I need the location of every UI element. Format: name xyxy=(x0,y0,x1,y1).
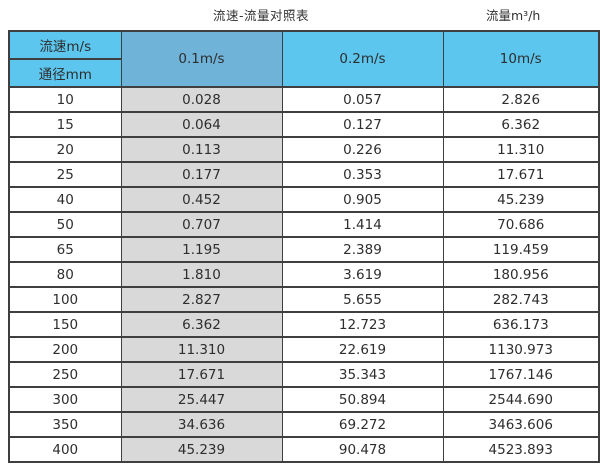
value-cell: 2.826 xyxy=(442,86,600,113)
column-header-10ms: 10m/s xyxy=(442,30,600,88)
value-cell: 1.810 xyxy=(120,261,283,288)
table-row: 80 1.810 3.619 180.956 xyxy=(8,261,600,288)
value-cell: 17.671 xyxy=(442,161,600,188)
value-cell: 35.343 xyxy=(281,361,444,388)
value-cell: 119.459 xyxy=(442,236,600,263)
table-body: 10 0.028 0.057 2.826 15 0.064 0.127 6.362 20 0.11… xyxy=(8,86,600,463)
diameter-cell: 15 xyxy=(8,111,122,138)
table-row: 300 25.447 50.894 2544.690 xyxy=(8,386,600,413)
table-row: 350 34.636 69.272 3463.606 xyxy=(8,411,600,438)
value-cell: 0.057 xyxy=(281,86,444,113)
header-row-2: 通径mm xyxy=(8,58,599,88)
table-row: 20 0.113 0.226 11.310 xyxy=(8,136,600,163)
diameter-cell: 80 xyxy=(8,261,122,288)
value-cell: 45.239 xyxy=(442,186,600,213)
diameter-cell: 65 xyxy=(8,236,122,263)
table-row: 400 45.239 90.478 4523.893 xyxy=(8,436,600,463)
value-cell: 0.226 xyxy=(281,136,444,163)
diameter-cell: 10 xyxy=(8,86,122,113)
value-cell: 34.636 xyxy=(120,411,283,438)
value-cell: 45.239 xyxy=(120,436,283,463)
table-row: 65 1.195 2.389 119.459 xyxy=(8,236,600,263)
value-cell: 69.272 xyxy=(281,411,444,438)
value-cell: 1.414 xyxy=(281,211,444,238)
value-cell: 25.447 xyxy=(120,386,283,413)
flow-velocity-table: 流速m/s 0.1m/s 0.2m/s 10m/s 通径mm 10 0.028 0.… xyxy=(8,30,600,463)
table-row: 150 6.362 12.723 636.173 xyxy=(8,311,600,338)
value-cell: 1.195 xyxy=(120,236,283,263)
value-cell: 0.113 xyxy=(120,136,283,163)
value-cell: 0.353 xyxy=(281,161,444,188)
header-row-1: 流速m/s 0.1m/s 0.2m/s 10m/s xyxy=(8,30,600,88)
diameter-cell: 350 xyxy=(8,411,122,438)
value-cell: 636.173 xyxy=(442,311,600,338)
page-title: 流速-流量对照表 xyxy=(213,8,310,23)
value-cell: 0.177 xyxy=(120,161,283,188)
value-cell: 282.743 xyxy=(442,286,600,313)
value-cell: 1767.146 xyxy=(442,361,600,388)
value-cell: 4523.893 xyxy=(442,436,600,463)
value-cell: 5.655 xyxy=(281,286,444,313)
diameter-cell: 300 xyxy=(8,386,122,413)
value-cell: 2.389 xyxy=(281,236,444,263)
diameter-cell: 150 xyxy=(8,311,122,338)
diameter-cell: 20 xyxy=(8,136,122,163)
diameter-cell: 200 xyxy=(8,336,122,363)
table-row: 50 0.707 1.414 70.686 xyxy=(8,211,600,238)
value-cell: 0.028 xyxy=(120,86,283,113)
unit-label: 流量m³/h xyxy=(486,8,541,23)
value-cell: 0.452 xyxy=(120,186,283,213)
diameter-cell: 400 xyxy=(8,436,122,463)
diameter-cell: 50 xyxy=(8,211,122,238)
value-cell: 50.894 xyxy=(281,386,444,413)
value-cell: 2544.690 xyxy=(442,386,600,413)
value-cell: 180.956 xyxy=(442,261,600,288)
value-cell: 0.905 xyxy=(281,186,444,213)
table-row: 100 2.827 5.655 282.743 xyxy=(8,286,600,313)
value-cell: 0.064 xyxy=(120,111,283,138)
value-cell: 6.362 xyxy=(442,111,600,138)
value-cell: 3463.606 xyxy=(442,411,600,438)
titlebar: 流速-流量对照表 流量m³/h xyxy=(0,0,600,30)
corner-cell-velocity: 流速m/s xyxy=(8,30,122,60)
diameter-cell: 40 xyxy=(8,186,122,213)
table-row: 25 0.177 0.353 17.671 xyxy=(8,161,600,188)
value-cell: 3.619 xyxy=(281,261,444,288)
value-cell: 11.310 xyxy=(120,336,283,363)
diameter-cell: 250 xyxy=(8,361,122,388)
value-cell: 2.827 xyxy=(120,286,283,313)
column-header-0.2ms: 0.2m/s xyxy=(281,30,444,88)
table-row: 40 0.452 0.905 45.239 xyxy=(8,186,600,213)
value-cell: 0.127 xyxy=(281,111,444,138)
value-cell: 90.478 xyxy=(281,436,444,463)
value-cell: 22.619 xyxy=(281,336,444,363)
value-cell: 1130.973 xyxy=(442,336,600,363)
value-cell: 6.362 xyxy=(120,311,283,338)
value-cell: 12.723 xyxy=(281,311,444,338)
table-row: 15 0.064 0.127 6.362 xyxy=(8,111,600,138)
diameter-cell: 25 xyxy=(8,161,122,188)
table-row: 10 0.028 0.057 2.826 xyxy=(8,86,600,113)
corner-cell-diameter: 通径mm xyxy=(8,58,122,88)
table-row: 200 11.310 22.619 1130.973 xyxy=(8,336,600,363)
value-cell: 17.671 xyxy=(120,361,283,388)
column-header-0.1ms: 0.1m/s xyxy=(120,30,283,88)
table-row: 250 17.671 35.343 1767.146 xyxy=(8,361,600,388)
diameter-cell: 100 xyxy=(8,286,122,313)
value-cell: 11.310 xyxy=(442,136,600,163)
value-cell: 0.707 xyxy=(120,211,283,238)
value-cell: 70.686 xyxy=(442,211,600,238)
